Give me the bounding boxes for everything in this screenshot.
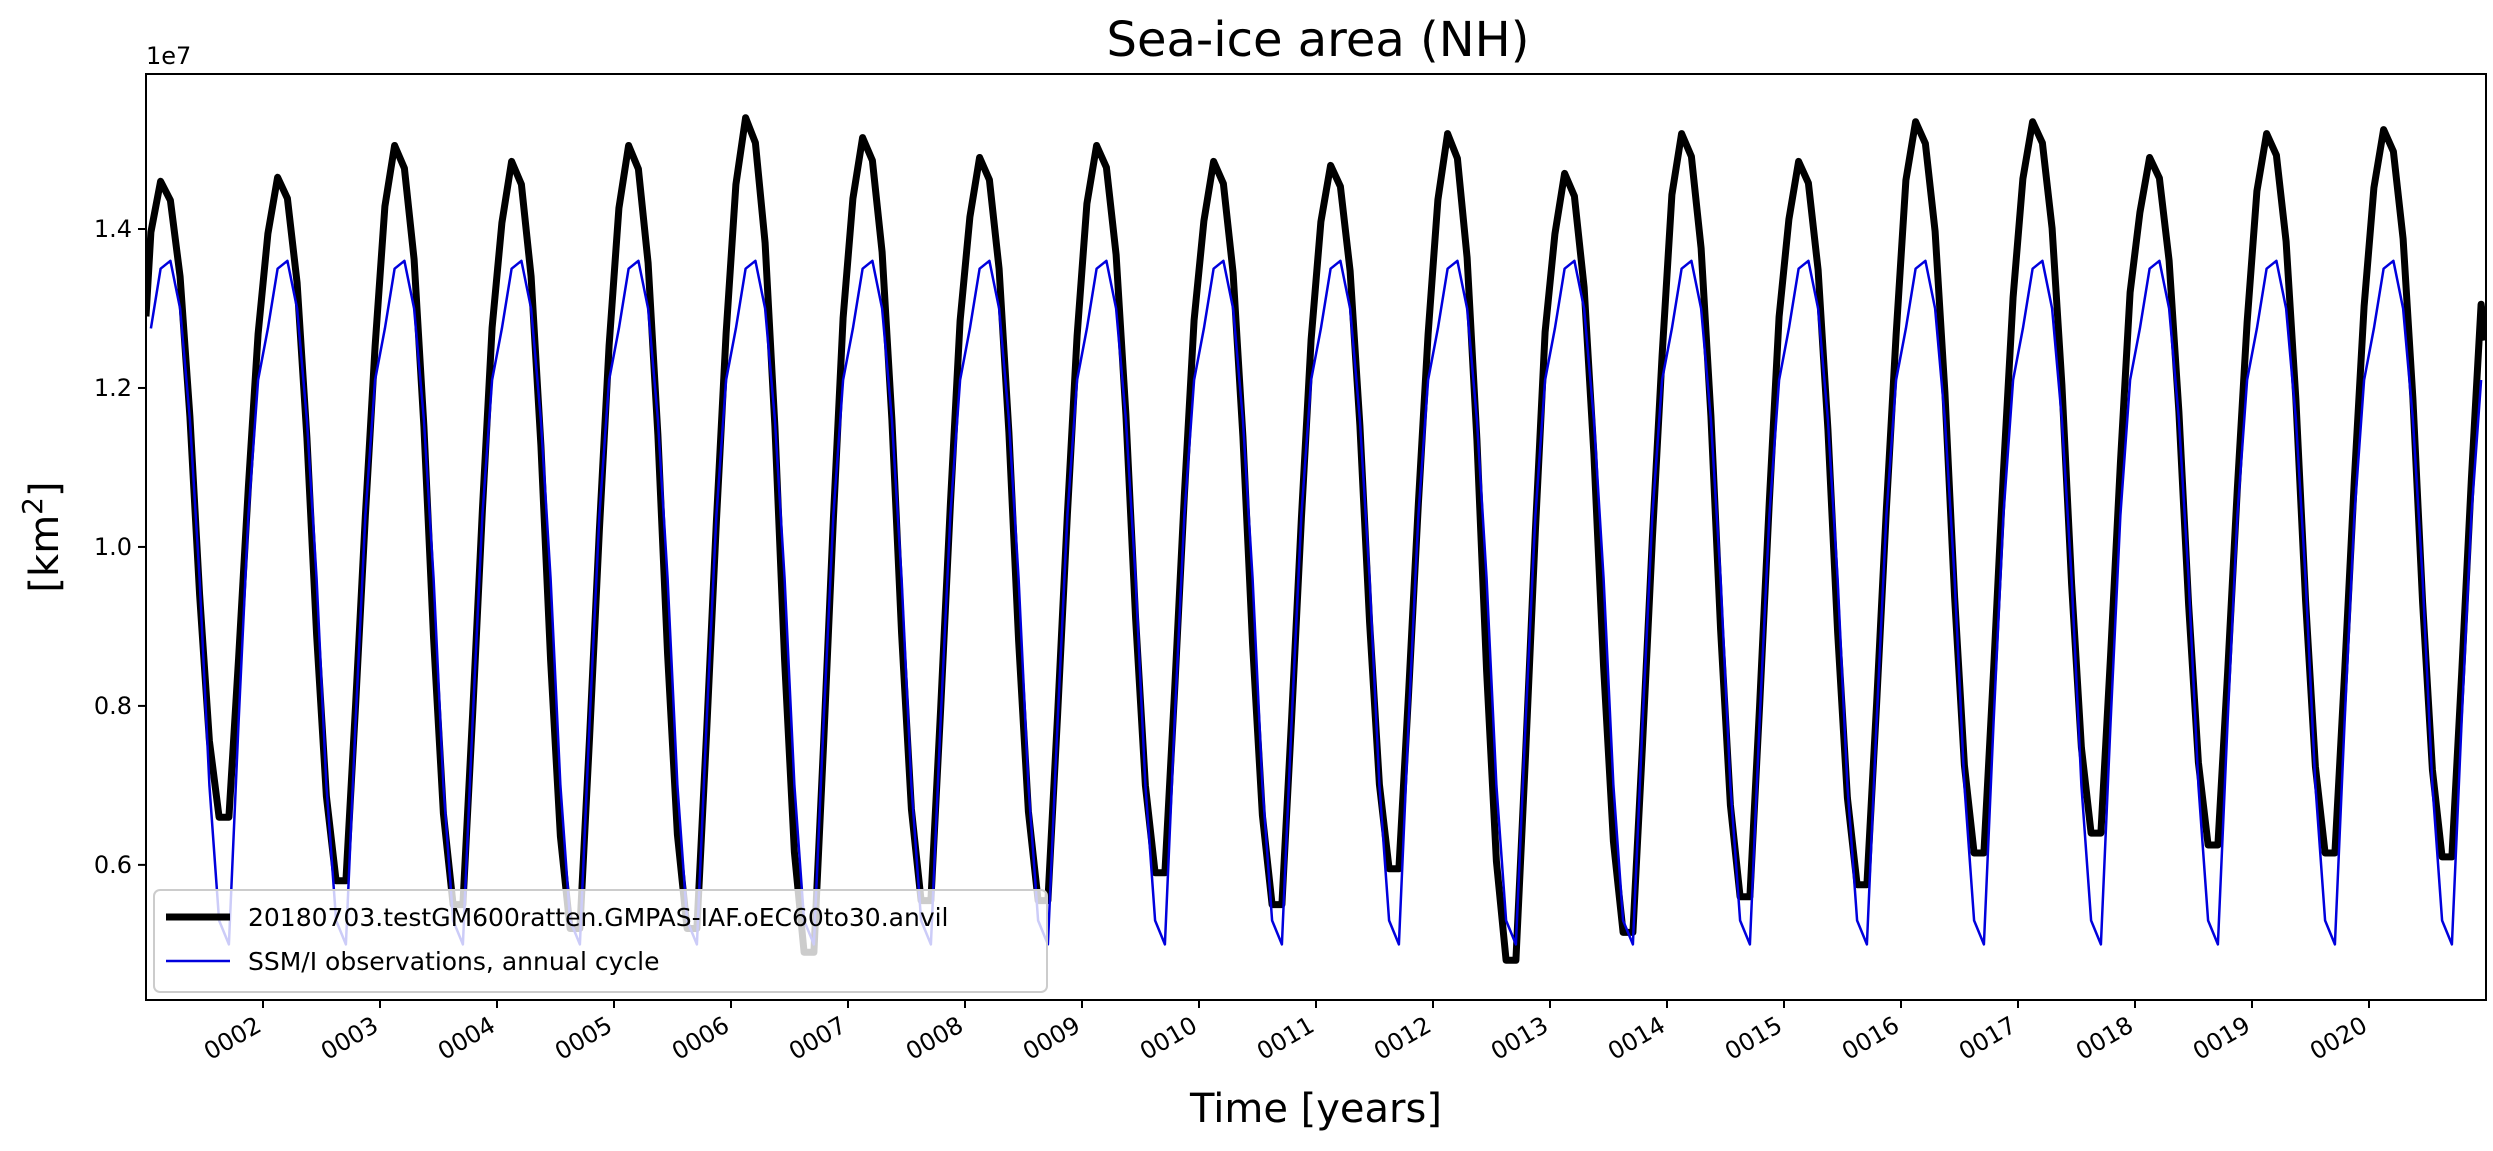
- x-tick-label: 0006: [667, 1011, 734, 1066]
- x-tick-label: 0018: [2071, 1011, 2138, 1066]
- x-tick-label: 0012: [1369, 1011, 1436, 1066]
- x-tick-label: 0004: [433, 1011, 500, 1066]
- y-tick-label: 0.8: [94, 692, 132, 720]
- x-tick-label: 0015: [1720, 1011, 1787, 1066]
- x-tick-label: 0002: [199, 1011, 266, 1066]
- y-axis-offset-label: 1e7: [146, 42, 191, 70]
- series-line-model: [146, 114, 2486, 964]
- x-tick-label: 0007: [784, 1011, 851, 1066]
- y-tick-label: 0.6: [94, 851, 132, 879]
- series-line-observations: [149, 259, 2483, 946]
- y-tick-label: 1.4: [94, 215, 132, 243]
- x-tick-label: 0016: [1837, 1011, 1904, 1066]
- y-axis-label-end: ]: [22, 481, 68, 497]
- y-axis-label-superscript: 2: [16, 497, 49, 515]
- legend-entry-model: 20180703.testGM600ratten.GMPAS-IAF.oEC60…: [248, 903, 949, 932]
- y-tick-label: 1.0: [94, 533, 132, 561]
- x-tick-label: 0011: [1252, 1011, 1319, 1066]
- x-tick-label: 0003: [316, 1011, 383, 1066]
- x-tick-label: 0014: [1603, 1011, 1670, 1066]
- x-tick-label: 0017: [1954, 1011, 2021, 1066]
- x-tick-label: 0019: [2188, 1011, 2255, 1066]
- x-tick-label: 0013: [1486, 1011, 1553, 1066]
- x-tick-label: 0005: [550, 1011, 617, 1066]
- y-tick-label: 1.2: [94, 374, 132, 402]
- legend-box: [153, 889, 1048, 993]
- legend: 20180703.testGM600ratten.GMPAS-IAF.oEC60…: [153, 889, 1048, 993]
- x-tick-label: 0009: [1018, 1011, 1085, 1066]
- x-tick-label: 0020: [2305, 1011, 2372, 1066]
- plot-area-frame: [145, 73, 2487, 1001]
- x-tick-label: 0010: [1135, 1011, 1202, 1066]
- y-axis-label-base: [km: [22, 515, 68, 593]
- chart-title: Sea-ice area (NH): [1107, 12, 1530, 68]
- x-tick-label: 0008: [901, 1011, 968, 1066]
- y-axis-label: [km2]: [16, 481, 68, 592]
- x-axis-label: Time [years]: [1189, 1086, 1442, 1132]
- legend-entry-observations: SSM/I observations, annual cycle: [248, 947, 660, 976]
